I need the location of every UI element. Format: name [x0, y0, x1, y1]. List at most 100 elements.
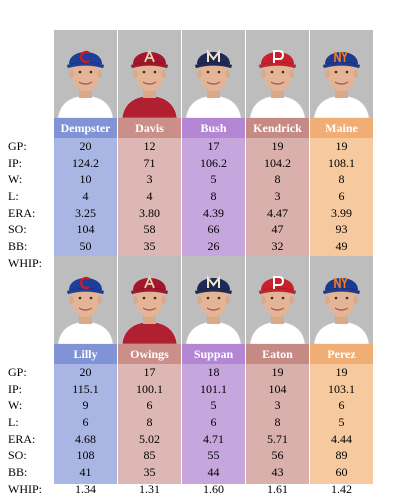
player-name: Kendrick: [246, 118, 309, 138]
stat-label-gp: GP:: [8, 139, 27, 153]
eye-shape: [345, 296, 349, 300]
stat-value-ip: 103.1: [328, 381, 355, 396]
stat-value-l: 8: [146, 415, 153, 430]
stat-value-so: 85: [143, 448, 156, 463]
stat-value-era: 4.44: [331, 431, 352, 446]
bottom-comparison-panel: GP: IP: W: L: ERA: SO: BB: WHIP: Lilly 20…: [8, 256, 380, 496]
brewers-m-logo-icon: [207, 49, 220, 62]
stat-value-gp: 17: [143, 365, 156, 379]
eye-shape: [281, 70, 285, 74]
cap-brim-shape: [322, 287, 361, 295]
stat-value-w: 8: [274, 172, 281, 187]
stat-label-gp: GP:: [8, 365, 27, 379]
stat-label-so: SO:: [8, 222, 27, 237]
stat-value-era: 4.68: [75, 431, 96, 446]
player-name: Owings: [118, 344, 181, 364]
stat-label-bb: BB:: [8, 239, 28, 254]
diamondbacks-a-logo-icon: [144, 48, 155, 63]
stat-value-w: 10: [79, 172, 92, 187]
stat-value-bb: 50: [79, 239, 92, 254]
player-photo: [182, 256, 245, 344]
headshot-photo: [182, 256, 245, 344]
ear-shape: [225, 70, 230, 78]
stat-column-background: [310, 344, 373, 484]
headshot-photo: [54, 256, 117, 344]
cap-brim-shape: [130, 287, 169, 295]
stat-value-gp: 20: [79, 365, 92, 379]
smile-shape: [142, 81, 157, 85]
stat-label-bb: BB:: [8, 465, 28, 480]
stat-value-l: 6: [338, 189, 345, 204]
eye-shape: [206, 296, 210, 300]
ear-shape: [69, 296, 74, 304]
stat-value-bb: 35: [143, 465, 156, 480]
stat-value-w: 9: [82, 398, 89, 413]
stat-value-gp: 19: [271, 139, 284, 153]
ear-shape: [325, 296, 330, 304]
cap-crown-shape: [69, 52, 102, 64]
stat-value-l: 6: [82, 415, 89, 430]
stat-value-gp: 17: [207, 139, 220, 153]
eye-shape: [334, 296, 338, 300]
stat-value-ip: 104: [268, 381, 287, 396]
brewers-m-logo-icon: [207, 275, 220, 288]
stat-value-era: 4.39: [203, 205, 224, 220]
stat-value-whip: 1.42: [331, 481, 352, 496]
stat-label-whip: WHIP:: [8, 255, 42, 270]
smile-shape: [334, 307, 349, 311]
player-column: Lilly 20 115.1 9 6 4.68 108 41 1.34: [54, 256, 117, 496]
headshot-photo: [118, 30, 181, 118]
stat-value-l: 4: [146, 189, 153, 204]
smile-shape: [78, 307, 93, 311]
stat-value-gp: 20: [79, 139, 92, 153]
player-column: Suppan 18 101.1 5 6 4.71 55 44 1.60: [182, 256, 245, 496]
eye-shape: [217, 70, 221, 74]
headshot-photo: [310, 256, 373, 344]
stat-value-so: 108: [76, 448, 95, 463]
player-name: Perez: [310, 344, 373, 364]
player-photo: [310, 256, 373, 344]
player-stats: 20 115.1 9 6 4.68 108 41 1.34: [54, 364, 117, 498]
stat-label-w: W:: [8, 398, 23, 413]
stat-value-era: 3.25: [75, 205, 96, 220]
stat-value-bb: 43: [271, 465, 284, 480]
ear-shape: [97, 296, 102, 304]
stat-value-so: 66: [207, 222, 220, 237]
mets-ny-logo-icon: [334, 277, 348, 289]
stat-value-ip: 101.1: [200, 381, 227, 396]
cap-brim-shape: [258, 287, 297, 295]
ear-shape: [197, 70, 202, 78]
headshot-photo: [246, 256, 309, 344]
eye-shape: [270, 70, 274, 74]
stat-labels: GP: IP: W: L: ERA: SO: BB: WHIP:: [8, 364, 52, 498]
smile-shape: [206, 307, 221, 311]
player-photo: [182, 30, 245, 118]
phillies-p-logo-icon: [273, 276, 285, 289]
stat-value-bb: 60: [335, 465, 348, 480]
cap-brim-shape: [66, 287, 105, 295]
stat-column-background: [310, 118, 373, 258]
smile-shape: [142, 307, 157, 311]
stat-value-gp: 12: [143, 139, 156, 153]
eye-shape: [153, 296, 157, 300]
cap-brim-shape: [322, 61, 361, 69]
stat-column-background: [182, 344, 245, 484]
stat-value-era: 4.47: [267, 205, 288, 220]
stat-value-gp: 19: [335, 139, 348, 153]
headshot-photo: [118, 256, 181, 344]
eye-shape: [206, 70, 210, 74]
player-photo: [310, 30, 373, 118]
stat-label-ip: IP:: [8, 155, 23, 170]
player-column: Perez 19 103.1 6 5 4.44 89 60 1.42: [310, 256, 373, 496]
phillies-p-logo-icon: [273, 50, 285, 63]
ear-shape: [261, 296, 266, 304]
stat-value-so: 55: [207, 448, 220, 463]
stat-value-w: 6: [338, 398, 345, 413]
stat-value-ip: 115.1: [72, 381, 99, 396]
stat-column-background: [54, 344, 117, 484]
eye-shape: [142, 70, 146, 74]
